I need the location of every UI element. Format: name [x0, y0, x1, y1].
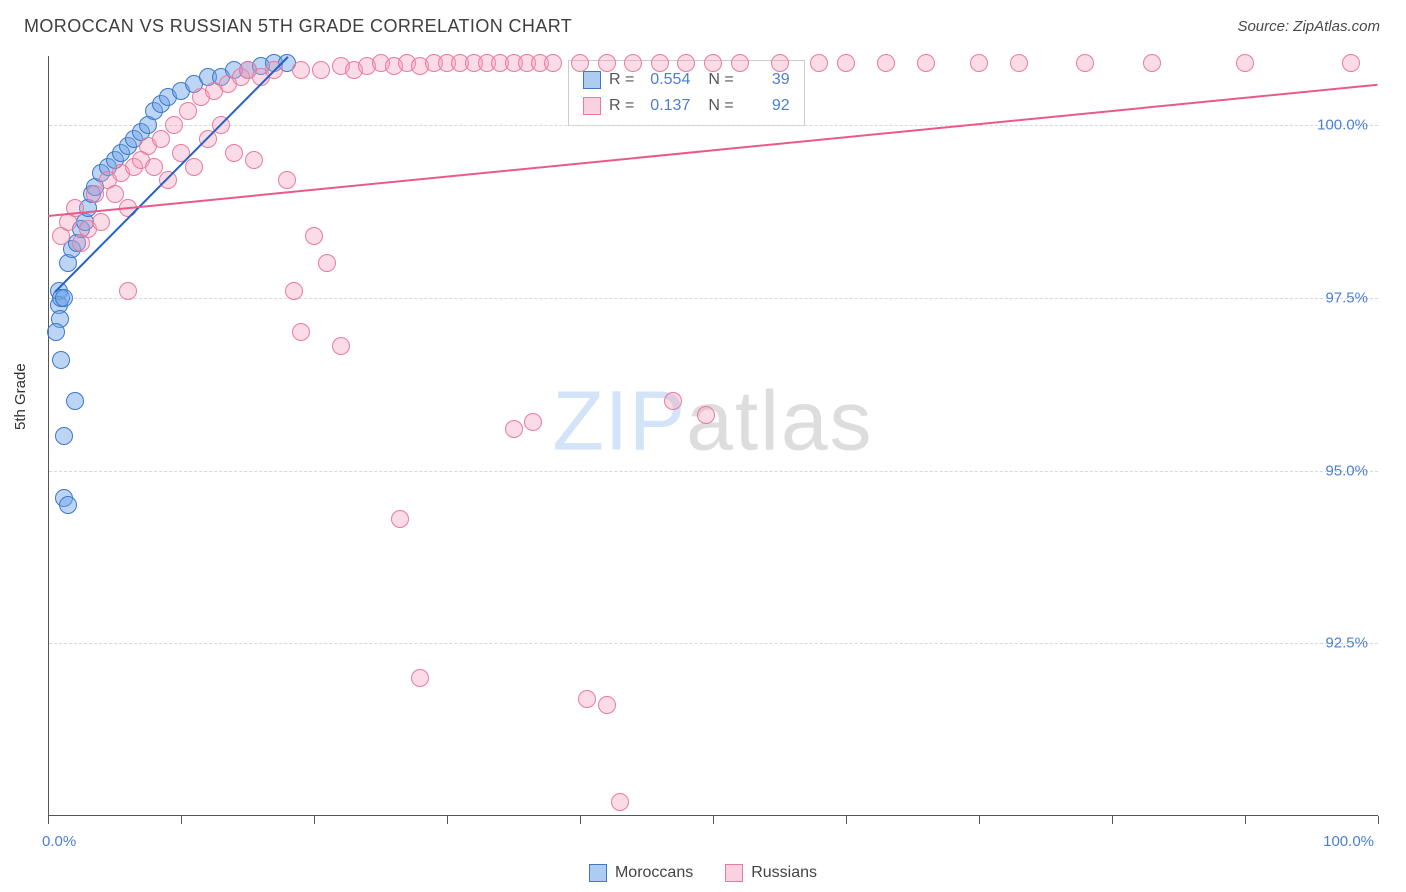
data-point-pink: [837, 54, 855, 72]
x-tick: [846, 816, 847, 824]
x-tick: [1245, 816, 1246, 824]
x-tick: [314, 816, 315, 824]
stats-row: R = 0.137 N = 92: [583, 93, 790, 119]
data-point-pink: [524, 413, 542, 431]
data-point-pink: [165, 116, 183, 134]
x-axis-min-label: 0.0%: [42, 833, 76, 850]
gridline-h: [49, 643, 1378, 644]
scatter-chart: ZIPatlas 0.0% 100.0% R =0.554N =39R =0.1…: [48, 56, 1378, 816]
data-point-pink: [544, 54, 562, 72]
swatch-pink: [725, 864, 743, 882]
data-point-pink: [245, 151, 263, 169]
data-point-pink: [159, 171, 177, 189]
x-tick: [713, 816, 714, 824]
legend-label: Russians: [751, 864, 817, 882]
data-point-pink: [305, 227, 323, 245]
n-label: N =: [708, 97, 733, 115]
data-point-pink: [771, 54, 789, 72]
data-point-pink: [152, 130, 170, 148]
data-point-pink: [624, 54, 642, 72]
data-point-pink: [571, 54, 589, 72]
data-point-blue: [52, 351, 70, 369]
data-point-pink: [731, 54, 749, 72]
series-legend: Moroccans Russians: [0, 864, 1406, 882]
y-tick-label: 97.5%: [1325, 289, 1368, 306]
x-tick: [580, 816, 581, 824]
swatch-blue: [589, 864, 607, 882]
n-value: 39: [742, 71, 790, 89]
gridline-h: [49, 298, 1378, 299]
x-tick: [447, 816, 448, 824]
data-point-pink: [970, 54, 988, 72]
x-axis-max-label: 100.0%: [1323, 833, 1374, 850]
swatch-pink: [583, 97, 601, 115]
data-point-pink: [185, 158, 203, 176]
gridline-h: [49, 125, 1378, 126]
r-label: R =: [609, 97, 634, 115]
y-axis-line: [48, 56, 49, 816]
data-point-pink: [651, 54, 669, 72]
y-tick-label: 100.0%: [1317, 117, 1368, 134]
legend-item-blue: Moroccans: [589, 864, 693, 882]
r-label: R =: [609, 71, 634, 89]
n-label: N =: [708, 71, 733, 89]
watermark-zip: ZIP: [552, 373, 686, 467]
swatch-blue: [583, 71, 601, 89]
data-point-pink: [292, 61, 310, 79]
gridline-h: [49, 471, 1378, 472]
data-point-blue: [55, 427, 73, 445]
data-point-pink: [578, 690, 596, 708]
data-point-pink: [598, 696, 616, 714]
data-point-pink: [505, 420, 523, 438]
data-point-blue: [55, 289, 73, 307]
data-point-pink: [1342, 54, 1360, 72]
data-point-pink: [332, 337, 350, 355]
data-point-pink: [278, 171, 296, 189]
data-point-pink: [179, 102, 197, 120]
legend-label: Moroccans: [615, 864, 693, 882]
data-point-pink: [92, 213, 110, 231]
data-point-pink: [697, 406, 715, 424]
data-point-pink: [611, 793, 629, 811]
r-value: 0.554: [642, 71, 690, 89]
data-point-pink: [704, 54, 722, 72]
n-value: 92: [742, 97, 790, 115]
r-value: 0.137: [642, 97, 690, 115]
chart-title: MOROCCAN VS RUSSIAN 5TH GRADE CORRELATIO…: [24, 16, 572, 37]
watermark-atlas: atlas: [686, 373, 873, 467]
data-point-pink: [86, 185, 104, 203]
data-point-pink: [917, 54, 935, 72]
y-axis-label: 5th Grade: [12, 363, 29, 430]
data-point-pink: [119, 282, 137, 300]
data-point-pink: [877, 54, 895, 72]
x-tick: [979, 816, 980, 824]
data-point-blue: [47, 323, 65, 341]
y-tick-label: 95.0%: [1325, 462, 1368, 479]
x-tick: [48, 816, 49, 824]
data-point-blue: [66, 392, 84, 410]
data-point-pink: [312, 61, 330, 79]
data-point-pink: [1236, 54, 1254, 72]
x-tick: [181, 816, 182, 824]
data-point-pink: [1076, 54, 1094, 72]
data-point-pink: [318, 254, 336, 272]
data-point-pink: [292, 323, 310, 341]
data-point-pink: [1143, 54, 1161, 72]
data-point-pink: [411, 669, 429, 687]
data-point-pink: [677, 54, 695, 72]
data-point-pink: [225, 144, 243, 162]
data-point-blue: [59, 496, 77, 514]
data-point-pink: [391, 510, 409, 528]
x-tick: [1112, 816, 1113, 824]
legend-item-pink: Russians: [725, 864, 817, 882]
data-point-pink: [810, 54, 828, 72]
x-tick: [1378, 816, 1379, 824]
data-point-pink: [664, 392, 682, 410]
data-point-pink: [1010, 54, 1028, 72]
data-point-pink: [285, 282, 303, 300]
source-label: Source: ZipAtlas.com: [1237, 18, 1380, 35]
data-point-pink: [598, 54, 616, 72]
y-tick-label: 92.5%: [1325, 635, 1368, 652]
